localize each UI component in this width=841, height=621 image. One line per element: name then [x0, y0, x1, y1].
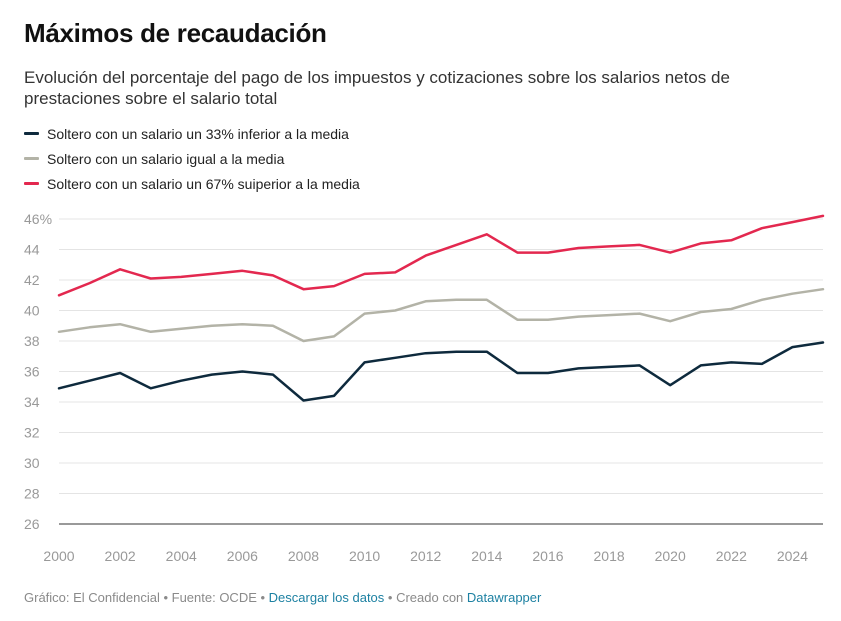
footer-separator: • — [159, 590, 172, 605]
x-tick-label: 2020 — [655, 548, 686, 564]
x-tick-label: 2006 — [227, 548, 258, 564]
legend-item-average-salary: Soltero con un salario igual a la media — [24, 146, 360, 171]
x-tick-label: 2004 — [166, 548, 197, 564]
x-tick-label: 2012 — [410, 548, 441, 564]
x-tick-label: 2014 — [471, 548, 502, 564]
legend-swatch-high-salary — [24, 182, 39, 185]
series-line-average-salary — [57, 287, 825, 343]
x-tick-label: 2010 — [349, 548, 380, 564]
y-tick-label: 26 — [24, 516, 40, 532]
y-tick-label: 38 — [24, 333, 40, 349]
y-tick-label: 32 — [24, 425, 40, 441]
x-tick-label: 2018 — [594, 548, 625, 564]
footer: Gráfico: El Confidencial • Fuente: OCDE … — [24, 590, 541, 605]
legend-swatch-low-salary — [24, 132, 39, 135]
datawrapper-link[interactable]: Datawrapper — [466, 590, 542, 605]
footer-source: Fuente: OCDE — [171, 590, 257, 605]
legend-item-low-salary: Soltero con un salario un 33% inferior a… — [24, 121, 360, 146]
y-axis-ticks: 26 28 30 32 34 36 38 40 42 44 46% — [24, 211, 52, 532]
legend-label-low-salary: Soltero con un salario un 33% inferior a… — [47, 125, 349, 142]
legend: Soltero con un salario un 33% inferior a… — [24, 121, 360, 196]
y-tick-label: 28 — [24, 486, 40, 502]
x-axis-ticks: 2000 2002 2004 2006 2008 2010 2012 2014 2016 2018… — [43, 548, 808, 564]
chart-title: Máximos de recaudación — [24, 18, 327, 48]
x-tick-label: 2016 — [532, 548, 563, 564]
y-tick-label: 34 — [24, 394, 40, 410]
footer-separator: • — [384, 590, 397, 605]
x-tick-label: 2002 — [105, 548, 136, 564]
footer-created-with: Creado con — [396, 590, 464, 605]
x-tick-label: 2008 — [288, 548, 319, 564]
footer-credit: Gráfico: El Confidencial — [24, 590, 160, 605]
series-line-high-salary — [57, 214, 825, 297]
line-chart: 26 28 30 32 34 36 38 40 42 44 46% 2000 2002 2004 2006… — [24, 211, 825, 564]
x-tick-label: 2024 — [777, 548, 808, 564]
series-line-low-salary — [57, 341, 825, 402]
footer-separator: • — [256, 590, 269, 605]
y-tick-label: 42 — [24, 272, 40, 288]
download-data-link[interactable]: Descargar los datos — [268, 590, 385, 605]
y-tick-label: 44 — [24, 242, 40, 258]
legend-label-average-salary: Soltero con un salario igual a la media — [47, 150, 285, 167]
y-tick-label: 36 — [24, 364, 40, 380]
x-tick-label: 2022 — [716, 548, 747, 564]
y-tick-label: 40 — [24, 303, 40, 319]
legend-item-high-salary: Soltero con un salario un 67% suiperior … — [24, 171, 360, 196]
legend-label-high-salary: Soltero con un salario un 67% suiperior … — [47, 175, 360, 192]
y-tick-label: 30 — [24, 455, 40, 471]
grid-lines — [59, 218, 823, 525]
series-lines — [57, 214, 825, 402]
x-tick-label: 2000 — [43, 548, 74, 564]
y-tick-label: 46% — [24, 211, 52, 227]
chart-subtitle: Evolución del porcentaje del pago de los… — [24, 68, 730, 108]
legend-swatch-average-salary — [24, 157, 39, 160]
